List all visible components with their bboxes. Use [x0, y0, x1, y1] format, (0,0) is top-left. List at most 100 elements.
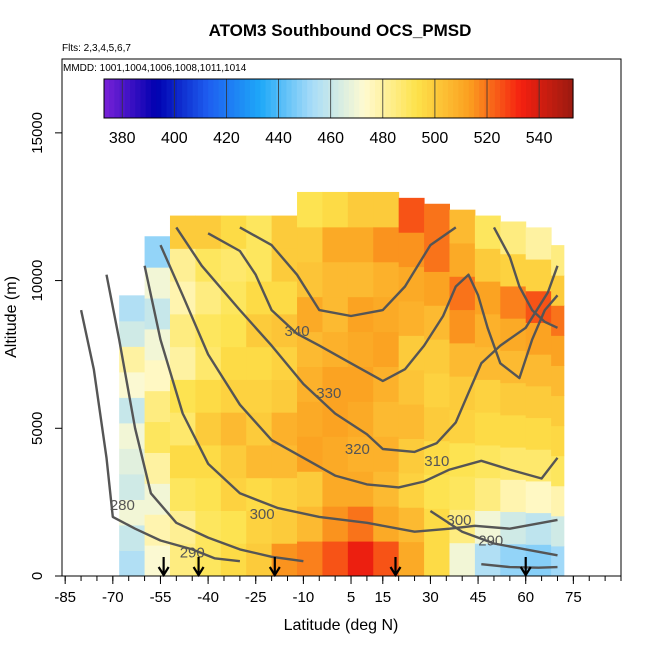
heatmap-cell [246, 346, 273, 380]
heatmap-cell [144, 514, 171, 546]
colorbar-segment [343, 79, 350, 118]
heatmap-cell [373, 296, 400, 333]
heatmap-cell [449, 342, 476, 377]
colorbar-segment [218, 79, 225, 118]
heatmap-cell [347, 471, 374, 507]
colorbar-segment [265, 79, 272, 118]
colorbar-segment [291, 79, 298, 118]
heatmap-cell [551, 455, 565, 487]
heatmap-cell [551, 485, 565, 517]
heatmap-cell [551, 305, 565, 336]
colorbar-segment [458, 79, 465, 118]
colorbar-segment [557, 79, 564, 118]
heatmap-cell [424, 237, 450, 272]
heatmap-cell [144, 359, 171, 392]
heatmap-cell [373, 331, 400, 368]
contour-label: 330 [316, 385, 341, 402]
heatmap-cell [398, 472, 425, 508]
colorbar-segment [531, 79, 538, 118]
colorbar-tick-label: 480 [369, 130, 396, 147]
heatmap-cell [322, 436, 349, 472]
colorbar-segment [364, 79, 371, 118]
colorbar-segment [317, 79, 324, 118]
y-axis-label: Altitude (m) [3, 276, 20, 358]
colorbar-segment [359, 79, 366, 118]
colorbar-tick-label: 380 [109, 130, 136, 147]
heatmap-cell [500, 447, 527, 480]
heatmap-cell [119, 473, 146, 500]
heatmap-cell [551, 545, 565, 577]
heatmap-cell [398, 335, 425, 371]
contour-line [105, 274, 304, 563]
heatmap-cell [322, 541, 349, 577]
heatmap-cell [297, 506, 323, 542]
colorbar-segment [281, 79, 287, 118]
heatmap-cell [322, 261, 349, 298]
contour-label: 340 [285, 323, 310, 340]
heatmap-cell [271, 477, 298, 511]
colorbar-segment [229, 79, 235, 118]
colorbar-segment [114, 79, 121, 118]
colorbar-segment [390, 79, 397, 118]
x-tick-label: 5 [347, 589, 355, 606]
colorbar-segment [510, 79, 517, 118]
contour-line [239, 226, 457, 318]
colorbar-segment [427, 79, 433, 118]
heatmap-cell [551, 425, 565, 457]
heatmap-cell [424, 339, 450, 374]
heatmap-cell [246, 510, 273, 544]
heatmap-cell [271, 281, 298, 315]
heatmap-cell [297, 541, 323, 577]
heatmap-cell [246, 543, 273, 577]
heatmap-cell [398, 507, 425, 543]
heatmap-cell [398, 438, 425, 474]
heatmap-cell [271, 510, 298, 544]
colorbar-tick-label: 440 [265, 130, 292, 147]
colorbar-segment [468, 79, 475, 118]
contour-label: 290 [180, 544, 205, 561]
heatmap-cell [322, 226, 349, 263]
colorbar-segment [348, 79, 355, 118]
heatmap-cell [424, 203, 450, 239]
heatmap-cell [169, 215, 196, 249]
heatmap-cell [424, 542, 450, 577]
heatmap-cell [424, 271, 450, 306]
colorbar-segment [369, 79, 376, 118]
colorbar-segment [489, 79, 496, 118]
heatmap-cell [119, 320, 146, 347]
heatmap-cell [271, 379, 298, 413]
contour-label: 300 [447, 512, 472, 529]
colorbar-segment [354, 79, 360, 118]
heatmap-cell [297, 366, 323, 402]
colorbar-segment [385, 79, 392, 118]
heatmap-cell [322, 191, 349, 228]
contour-line [492, 226, 559, 329]
heatmap-cell [271, 444, 298, 479]
heatmap-cell [297, 401, 323, 437]
heatmap-cell [474, 543, 501, 577]
x-tick-label: -85 [54, 589, 76, 606]
heatmap-cell [195, 281, 222, 315]
contour-line [207, 232, 559, 383]
heatmap-cell [195, 412, 222, 446]
profile-marker-head [192, 566, 205, 578]
heatmap-cell [347, 226, 374, 263]
heatmap-cell [398, 404, 425, 439]
colorbar-tick-label: 520 [474, 130, 501, 147]
x-tick-label: 75 [565, 589, 582, 606]
heatmap-cell [144, 452, 171, 484]
colorbar-segment [479, 79, 486, 118]
y-tick-label: 15000 [29, 112, 46, 154]
colorbar-segment [447, 79, 454, 118]
heatmap-cell [271, 215, 298, 249]
heatmap-cell [297, 471, 323, 507]
heatmap-cell [347, 191, 374, 228]
heatmap-cell [144, 236, 171, 268]
heatmap-cell [347, 261, 374, 298]
colorbar-segment [333, 79, 340, 118]
heatmap-cell [373, 226, 400, 263]
colorbar-segment [234, 79, 241, 118]
colorbar-segment [338, 79, 345, 118]
heatmap-cell [398, 541, 425, 577]
heatmap-cell [347, 331, 374, 368]
